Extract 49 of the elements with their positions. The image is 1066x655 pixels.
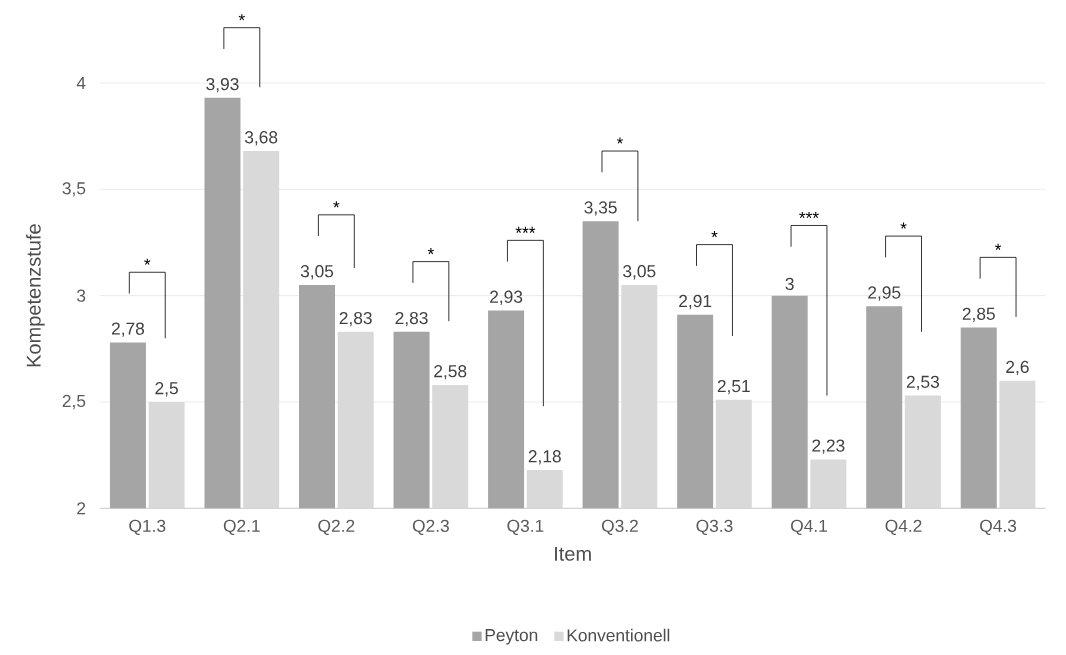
x-tick-label: Q2.3 [412,519,449,536]
x-tick-label: Q4.3 [980,519,1017,536]
data-label: 2,5 [155,382,178,397]
data-label: 3,05 [300,265,334,280]
data-label: 2,91 [679,294,712,310]
data-label: 3,35 [584,201,617,216]
data-label: 2,93 [490,290,523,305]
legend-label: Konventionell [567,628,670,642]
data-label: 2,6 [1006,360,1029,376]
x-tick-label: Q2.2 [318,519,355,536]
legend-label: Peyton [485,629,538,645]
y-tick-label: 3 [76,289,86,302]
data-label: 2,51 [717,379,750,395]
data-label: 2,95 [868,286,901,301]
annotation: * [711,231,718,238]
annotation: *** [799,211,819,219]
x-axis-title: Item [555,546,591,561]
data-label: 3,05 [623,265,656,280]
annotation: *** [515,226,536,233]
data-label: 3,93 [206,77,239,93]
data-label: 2,83 [395,311,428,327]
data-label: 3 [785,277,794,291]
x-tick-label: Q3.1 [507,519,544,536]
annotation: * [144,258,151,265]
annotation: * [333,201,340,208]
y-axis-title: Kompetenzstufe [26,224,45,367]
data-label: 2,85 [962,307,995,322]
x-tick-label: Q4.1 [791,519,827,536]
annotation: * [994,243,1002,250]
y-tick-label: 4 [76,77,86,89]
text: * [238,14,245,21]
x-tick-label: Q1.3 [129,519,166,536]
data-label: 2,18 [528,450,561,465]
data-label: 2,83 [339,311,372,327]
x-tick-label: Q3.2 [601,519,638,536]
annotation: * [900,222,907,229]
y-tick-label: 2,5 [62,394,86,410]
data-label: 3,68 [244,131,278,146]
x-tick-label: Q3.3 [696,519,733,536]
y-tick-label: 2 [77,502,86,515]
annotation: * [427,248,434,255]
y-tick-label: 3,5 [62,182,86,197]
data-label: 2,23 [812,439,845,454]
data-label: 2,53 [906,375,939,391]
x-tick-label: Q2.1 [223,519,260,536]
annotation: * [616,137,624,144]
data-label: 2,58 [434,365,467,380]
x-tick-label: Q4.2 [885,519,922,536]
data-label: 2,78 [111,322,145,337]
